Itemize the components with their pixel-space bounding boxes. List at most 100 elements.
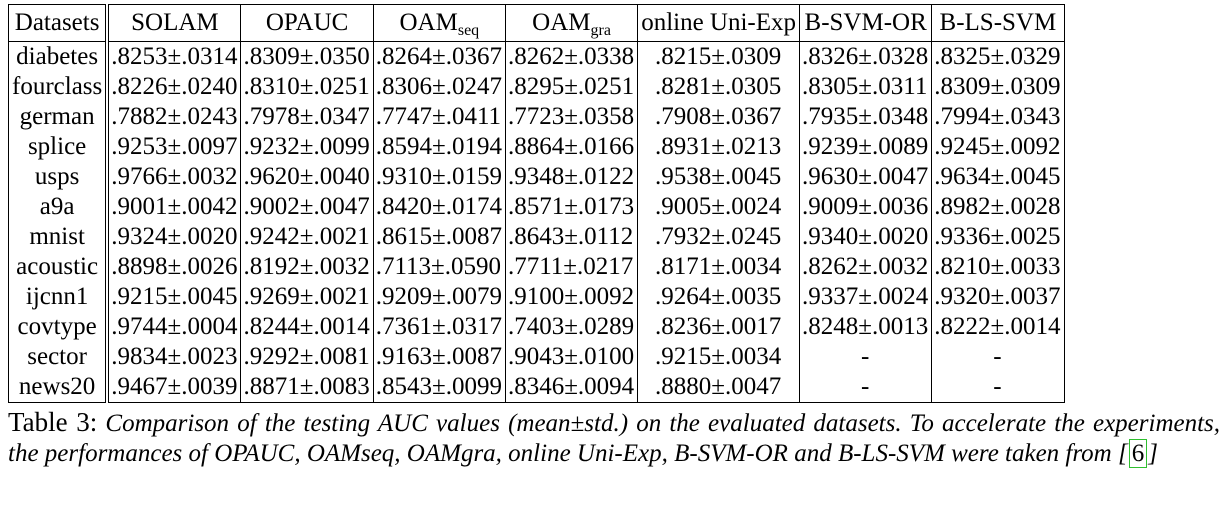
table-row: fourclass .8226±.0240.8310±.0251.8306±.02… bbox=[8, 72, 1065, 102]
auc-value-cell: .8310±.0251 bbox=[240, 72, 374, 102]
auc-value-cell: .9009±.0036 bbox=[799, 192, 933, 222]
column-header-subscript: gra bbox=[590, 22, 611, 39]
results-table: Datasets SOLAM OPAUC OAMseq OAMgra online Uni… bbox=[8, 4, 1065, 403]
column-header-label: SOLAM bbox=[131, 9, 219, 36]
auc-value-cell: .8262±.0032 bbox=[799, 252, 933, 282]
auc-value-cell: .9005±.0024 bbox=[637, 192, 801, 222]
auc-value-cell: .9292±.0081 bbox=[240, 342, 374, 372]
auc-value-cell: .9043±.0100 bbox=[504, 342, 639, 372]
auc-value-cell: .8325±.0329 bbox=[931, 41, 1065, 72]
table-row: sector .9834±.0023.9292±.0081.9163±.0087.… bbox=[8, 342, 1065, 372]
auc-value-cell: .8222±.0014 bbox=[931, 312, 1065, 342]
dataset-name-cell: sector bbox=[8, 342, 110, 372]
dataset-name-cell: covtype bbox=[8, 312, 110, 342]
table-row: news20.9467±.0039.8871±.0083.8543±.0099.… bbox=[8, 372, 1065, 403]
auc-value-cell: .7994±.0343 bbox=[931, 102, 1065, 132]
auc-value-cell: .8615±.0087 bbox=[372, 222, 506, 252]
auc-value-cell: .8210±.0033 bbox=[931, 252, 1065, 282]
table-row: acoustic .8898±.0026.8192±.0032.7113±.059… bbox=[8, 252, 1065, 282]
auc-value-cell: .8571±.0173 bbox=[504, 192, 639, 222]
auc-value-cell: .9100±.0092 bbox=[504, 282, 639, 312]
table-caption: Table 3: Comparison of the testing AUC v… bbox=[8, 407, 1220, 469]
auc-value-cell: .9239±.0089 bbox=[799, 132, 933, 162]
auc-value-cell: .9245±.0092 bbox=[931, 132, 1065, 162]
auc-value-cell: .8594±.0194 bbox=[372, 132, 506, 162]
auc-value-cell: - bbox=[799, 342, 933, 372]
auc-value-cell: .8281±.0305 bbox=[637, 72, 801, 102]
auc-value-cell: .9232±.0099 bbox=[240, 132, 374, 162]
auc-value-cell: .7403±.0289 bbox=[504, 312, 639, 342]
caption-label: Table 3: bbox=[8, 407, 98, 437]
dataset-name-cell: acoustic bbox=[8, 252, 110, 282]
dataset-name-cell: ijcnn1 bbox=[8, 282, 110, 312]
auc-value-cell: .8871±.0083 bbox=[240, 372, 374, 403]
auc-value-cell: .9242±.0021 bbox=[240, 222, 374, 252]
column-header-subscript: seq bbox=[457, 22, 480, 39]
column-header-label: OAM bbox=[399, 9, 458, 36]
auc-value-cell: - bbox=[931, 372, 1065, 403]
auc-value-cell: .9766±.0032 bbox=[106, 162, 242, 192]
table-row: a9a .9001±.0042.9002±.0047.8420±.0174.857… bbox=[8, 192, 1065, 222]
auc-value-cell: .8215±.0309 bbox=[637, 41, 801, 72]
auc-value-cell: - bbox=[799, 372, 933, 403]
column-header: online Uni-Exp bbox=[637, 4, 801, 42]
auc-value-cell: .9620±.0040 bbox=[240, 162, 374, 192]
auc-value-cell: .7882±.0243 bbox=[106, 102, 242, 132]
auc-value-cell: .8543±.0099 bbox=[372, 372, 506, 403]
column-header: OAMgra bbox=[504, 4, 639, 42]
column-header: OAMseq bbox=[372, 4, 506, 42]
auc-value-cell: .9538±.0045 bbox=[637, 162, 801, 192]
auc-value-cell: .7361±.0317 bbox=[372, 312, 506, 342]
column-header-label: B-LS-SVM bbox=[939, 9, 1057, 36]
auc-value-cell: .8309±.0350 bbox=[240, 41, 374, 72]
auc-value-cell: .8305±.0311 bbox=[799, 72, 933, 102]
auc-value-cell: .8248±.0013 bbox=[799, 312, 933, 342]
auc-value-cell: .9163±.0087 bbox=[372, 342, 506, 372]
table-row: splice .9253±.0097.9232±.0099.8594±.0194.… bbox=[8, 132, 1065, 162]
auc-value-cell: .9264±.0035 bbox=[637, 282, 801, 312]
auc-value-cell: .9209±.0079 bbox=[372, 282, 506, 312]
auc-value-cell: .9253±.0097 bbox=[106, 132, 242, 162]
auc-value-cell: .7932±.0245 bbox=[637, 222, 801, 252]
auc-value-cell: .9834±.0023 bbox=[106, 342, 242, 372]
column-header: B-LS-SVM bbox=[931, 4, 1065, 42]
auc-value-cell: .8898±.0026 bbox=[106, 252, 242, 282]
auc-value-cell: .8346±.0094 bbox=[504, 372, 639, 403]
auc-value-cell: .9324±.0020 bbox=[106, 222, 242, 252]
auc-value-cell: .9336±.0025 bbox=[931, 222, 1065, 252]
table-row: covtype .9744±.0004.8244±.0014.7361±.0317… bbox=[8, 312, 1065, 342]
dataset-name-cell: usps bbox=[8, 162, 110, 192]
auc-value-cell: .9630±.0047 bbox=[799, 162, 933, 192]
auc-value-cell: .9634±.0045 bbox=[931, 162, 1065, 192]
auc-value-cell: .9310±.0159 bbox=[372, 162, 506, 192]
auc-value-cell: - bbox=[931, 342, 1065, 372]
caption-ref-open: [ bbox=[1117, 440, 1128, 467]
auc-value-cell: .7935±.0348 bbox=[799, 102, 933, 132]
table-row: german .7882±.0243.7978±.0347.7747±.0411.… bbox=[8, 102, 1065, 132]
auc-value-cell: .8262±.0338 bbox=[504, 41, 639, 72]
auc-value-cell: .9744±.0004 bbox=[106, 312, 242, 342]
citation-link[interactable]: 6 bbox=[1128, 439, 1148, 468]
auc-value-cell: .8982±.0028 bbox=[931, 192, 1065, 222]
dataset-name-cell: news20 bbox=[8, 372, 110, 403]
column-header-label: Datasets bbox=[14, 9, 100, 36]
column-header-label: OAM bbox=[532, 9, 591, 36]
auc-value-cell: .9215±.0045 bbox=[106, 282, 242, 312]
dataset-name-cell: diabetes bbox=[8, 41, 110, 72]
dataset-name-cell: a9a bbox=[8, 192, 110, 222]
column-header-label: B-SVM-OR bbox=[804, 9, 927, 36]
auc-value-cell: .9467±.0039 bbox=[106, 372, 242, 403]
auc-value-cell: .7723±.0358 bbox=[504, 102, 639, 132]
table-body: diabetes .8253±.0314.8309±.0350.8264±.036… bbox=[8, 41, 1065, 403]
auc-value-cell: .7908±.0367 bbox=[637, 102, 801, 132]
auc-value-cell: .8171±.0034 bbox=[637, 252, 801, 282]
auc-value-cell: .9337±.0024 bbox=[799, 282, 933, 312]
auc-value-cell: .8236±.0017 bbox=[637, 312, 801, 342]
table-row: usps .9766±.0032.9620±.0040.9310±.0159.93… bbox=[8, 162, 1065, 192]
auc-value-cell: .8931±.0213 bbox=[637, 132, 801, 162]
dataset-name-cell: mnist bbox=[8, 222, 110, 252]
auc-value-cell: .7711±.0217 bbox=[504, 252, 639, 282]
auc-value-cell: .8295±.0251 bbox=[504, 72, 639, 102]
auc-value-cell: .8309±.0309 bbox=[931, 72, 1065, 102]
column-header: SOLAM bbox=[106, 4, 242, 42]
